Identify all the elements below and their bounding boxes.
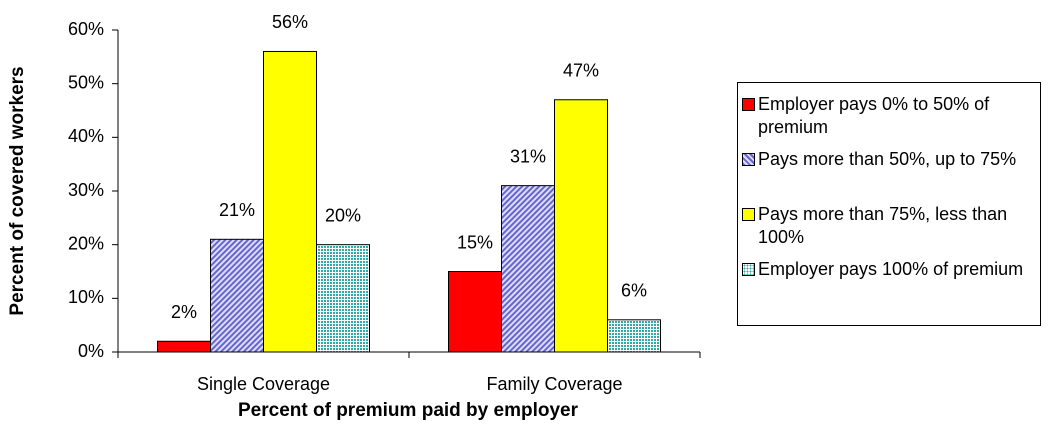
y-tick-label: 10% <box>68 287 104 307</box>
legend-label: Pays more than 75%, less than 100% <box>758 204 1008 247</box>
legend-label: Employer pays 100% of premium <box>758 259 1024 279</box>
bar <box>554 99 608 353</box>
legend-label: Pays more than 50%, up to 75% <box>758 149 1017 169</box>
bar <box>263 50 317 353</box>
legend: Employer pays 0% to 50% of premium Pays m… <box>737 82 1041 326</box>
value-label: 15% <box>457 232 493 252</box>
y-tick-label: 0% <box>78 341 104 361</box>
bar <box>607 319 661 353</box>
value-label: 31% <box>510 146 546 166</box>
y-tick-label: 60% <box>68 19 104 39</box>
value-label: 2% <box>171 302 197 322</box>
value-label: 21% <box>219 200 255 220</box>
bar <box>157 340 211 353</box>
value-label: 20% <box>325 205 361 225</box>
legend-label: Employer pays 0% to 50% of premium <box>758 94 990 137</box>
legend-swatch <box>742 153 755 166</box>
legend-entry: Employer pays 100% of premium <box>742 258 1048 281</box>
bar <box>210 238 264 353</box>
bar <box>448 271 502 353</box>
legend-entry: Employer pays 0% to 50% of premium <box>742 93 1048 139</box>
bar <box>316 244 370 353</box>
value-label: 6% <box>621 281 647 301</box>
y-tick-label: 50% <box>68 72 104 92</box>
y-tick-label: 40% <box>68 126 104 146</box>
y-axis-title: Percent of covered workers <box>7 66 28 315</box>
legend-swatch <box>742 98 755 111</box>
bar <box>501 185 555 353</box>
x-tick-label: Single Coverage <box>197 374 330 394</box>
legend-swatch <box>742 263 755 276</box>
legend-entry: Pays more than 50%, up to 75% <box>742 148 1048 171</box>
value-label: 47% <box>563 61 599 81</box>
x-axis-title: Percent of premium paid by employer <box>238 400 579 421</box>
y-tick-label: 20% <box>68 233 104 253</box>
y-tick-label: 30% <box>68 180 104 200</box>
legend-swatch <box>742 208 755 221</box>
legend-entry: Pays more than 75%, less than 100% <box>742 203 1048 249</box>
x-tick-label: Family Coverage <box>486 374 622 394</box>
value-label: 56% <box>272 12 308 32</box>
